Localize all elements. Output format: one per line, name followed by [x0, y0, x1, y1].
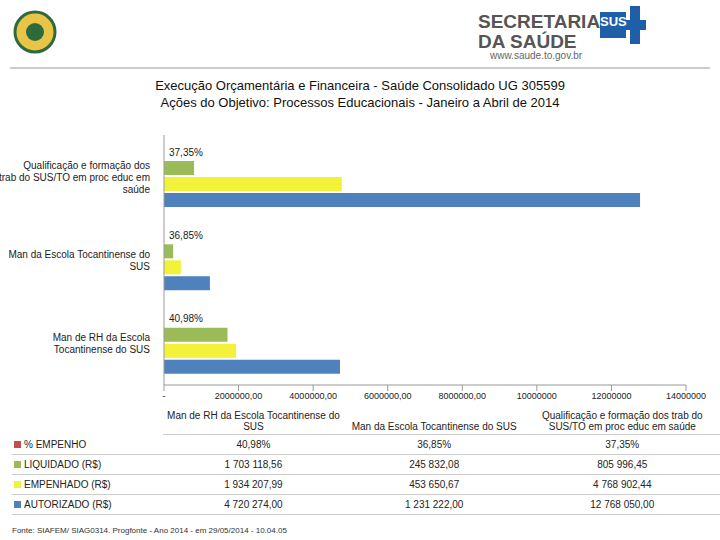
svg-text:2000000,00: 2000000,00: [215, 391, 263, 401]
html-text:AUTORIZADO (R$): AUTORIZADO (R$): [24, 499, 112, 510]
svg-text:40,98%: 40,98%: [169, 313, 203, 324]
svg-text:Man da Escola Tocantinense do: Man da Escola Tocantinense do: [8, 249, 150, 260]
svg-text:14000000: 14000000: [666, 391, 706, 401]
svg-text:10000000: 10000000: [517, 391, 557, 401]
svg-text:saúde: saúde: [123, 184, 151, 195]
html-text:245 832,08: 245 832,08: [409, 459, 460, 470]
svg-text:36,85%: 36,85%: [169, 230, 203, 241]
svg-text:-: -: [163, 391, 166, 401]
html-text:Fonte: SIAFEM/ SIAG0314. Progf: Fonte: SIAFEM/ SIAG0314. Progfonte - Ano…: [12, 526, 287, 535]
svg-text:4000000,00: 4000000,00: [289, 391, 337, 401]
html-text:4 720 274,00: 4 720 274,00: [224, 499, 283, 510]
html-text:1 231 222,00: 1 231 222,00: [405, 499, 464, 510]
html-text:36,85%: 36,85%: [417, 439, 452, 450]
html-text:Qualificação e formação dos tr: Qualificação e formação dos trab do SUS/…: [542, 410, 703, 432]
svg-text:SUS: SUS: [129, 261, 150, 272]
html-text:4 768 902,44: 4 768 902,44: [593, 479, 652, 490]
html-text:40,98%: 40,98%: [236, 439, 271, 450]
html-text:12 768 050,00: 12 768 050,00: [590, 499, 655, 510]
html-text:Man da Escola Tocantinense do: Man da Escola Tocantinense do SUS: [351, 421, 517, 432]
html-text:805 996,45: 805 996,45: [597, 459, 648, 470]
html-text:1 934 207,99: 1 934 207,99: [224, 479, 283, 490]
html-text:37,35%: 37,35%: [605, 439, 640, 450]
html-text:SUS: SUS: [600, 14, 627, 29]
svg-text:6000000,00: 6000000,00: [364, 391, 412, 401]
html-text:Man de RH da Escola Tocantinen: Man de RH da Escola Tocantinense do SUS: [167, 410, 340, 432]
html-text:www.saude.to.gov.br: www.saude.to.gov.br: [490, 50, 583, 61]
svg-text:37,35%: 37,35%: [169, 147, 203, 158]
svg-text:Man de RH da Escola: Man de RH da Escola: [53, 332, 151, 343]
html-text:% EMPENHO: % EMPENHO: [24, 438, 87, 450]
html-text:Execução Orçamentária e Financ: Execução Orçamentária e Financeira - Saú…: [155, 78, 565, 93]
html-text:EMPENHADO (R$): EMPENHADO (R$): [24, 479, 111, 490]
svg-text:8000000,00: 8000000,00: [439, 391, 487, 401]
html-text:453 650,67: 453 650,67: [409, 479, 460, 490]
html-text:Ações do Objetivo: Processos E: Ações do Objetivo: Processos Educacionai…: [160, 95, 560, 110]
html-text:SECRETARIA DA SAÚDE: SECRETARIA DA SAÚDE: [478, 11, 600, 52]
svg-text:Tocantinense do SUS: Tocantinense do SUS: [54, 344, 151, 355]
svg-text:Qualificação e formação dos: Qualificação e formação dos: [23, 160, 150, 171]
html-text:1 703 118,56: 1 703 118,56: [224, 459, 283, 470]
svg-text:12000000: 12000000: [591, 391, 631, 401]
html-text:LIQUIDADO (R$): LIQUIDADO (R$): [24, 459, 102, 470]
svg-text:trab do SUS/TO em proc educ em: trab do SUS/TO em proc educ em: [8, 172, 150, 183]
